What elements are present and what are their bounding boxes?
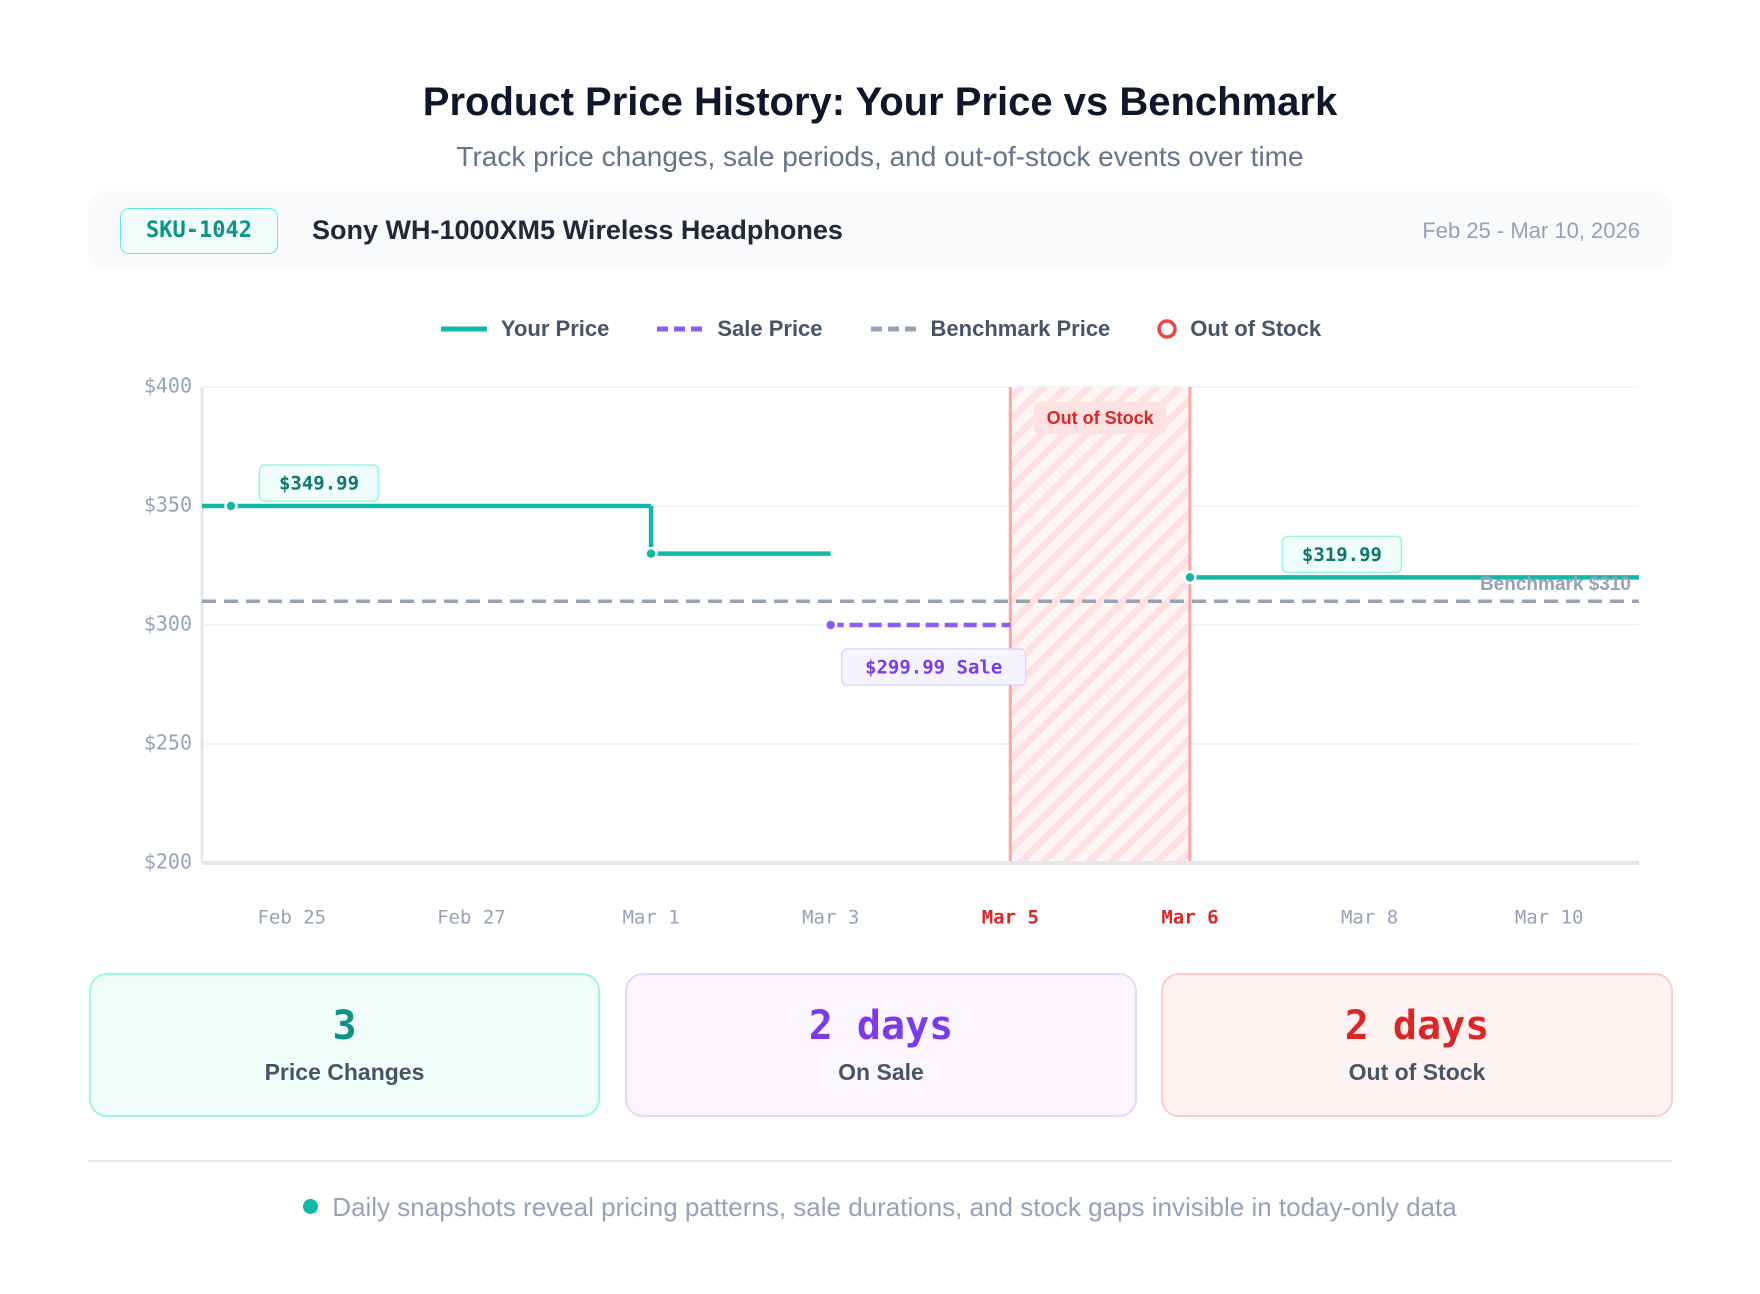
x-tick-label: Mar 5	[982, 907, 1039, 929]
out-of-stock-band	[1010, 387, 1190, 863]
annotation-pill	[1034, 402, 1167, 434]
legend-label: Benchmark Price	[930, 316, 1111, 341]
point-marker	[224, 499, 238, 513]
footer-dot	[303, 1199, 319, 1214]
point-marker	[644, 546, 658, 561]
x-tick-label: Mar 10	[1515, 907, 1584, 929]
stat-card: 2 days On Sale	[625, 973, 1137, 1117]
value-label-box	[840, 648, 1027, 686]
stat-value: 2 days	[1344, 1003, 1490, 1049]
stat-label: On Sale	[838, 1059, 924, 1085]
stat-label: Out of Stock	[1348, 1059, 1486, 1085]
x-tick-label: Mar 3	[802, 907, 859, 929]
x-tick-label: Feb 25	[257, 907, 326, 929]
value-label-box	[1281, 535, 1403, 574]
x-tick-label: Mar 6	[1161, 907, 1218, 929]
legend-swatch	[657, 326, 704, 332]
chart: $200 $250 $300 $350 $400 Out of Stock Feb 25 Fe…	[144, 374, 1639, 929]
legend-swatch	[1157, 319, 1178, 339]
footer: Daily snapshots reveal pricing patterns,…	[0, 1192, 1760, 1223]
divider	[88, 1160, 1672, 1162]
legend-item: Out of Stock	[1156, 316, 1321, 342]
point-marker	[1183, 570, 1197, 585]
legend-item: Your Price	[439, 316, 609, 342]
legend-label: Your Price	[500, 316, 610, 341]
stat-label: Price Changes	[264, 1059, 425, 1085]
product-bar	[88, 191, 1672, 269]
x-tick-label: Mar 1	[622, 907, 679, 929]
value-label: $349.99	[279, 473, 359, 495]
value-label: $319.99	[1302, 544, 1382, 566]
product-name: Sony WH-1000XM5 Wireless Headphones	[312, 215, 843, 245]
value-label: $299.99 Sale	[865, 657, 1002, 679]
y-tick-label: $350	[144, 493, 192, 517]
legend-swatch	[870, 326, 917, 332]
annotation: Out of Stock	[1047, 408, 1155, 428]
y-tick-label: $250	[144, 731, 192, 755]
benchmark-label: Benchmark $310	[1480, 574, 1631, 595]
title: Product Price History: Your Price vs Ben…	[422, 80, 1338, 124]
subtitle: Track price changes, sale periods, and o…	[456, 141, 1304, 172]
y-tick-label: $200	[144, 850, 192, 874]
y-tick-label: $400	[144, 374, 192, 398]
legend-label: Sale Price	[717, 316, 823, 341]
value-label-box	[258, 464, 380, 502]
legend-swatch	[440, 326, 487, 332]
legend-label: Out of Stock	[1190, 316, 1322, 341]
y-tick-label: $300	[144, 612, 192, 636]
legend-item: Benchmark Price	[869, 316, 1111, 342]
sku-badge: SKU-1042	[120, 208, 278, 254]
stat-card: 2 days Out of Stock	[1161, 973, 1673, 1117]
point-marker	[823, 618, 838, 632]
legend-item: Sale Price	[655, 316, 823, 342]
footer-text: Daily snapshots reveal pricing patterns,…	[332, 1192, 1457, 1222]
legend: Your Price Sale Price Benchmark Price Out o…	[0, 316, 1760, 342]
x-tick-label: Mar 8	[1341, 907, 1398, 929]
stat-value: 3	[332, 1003, 357, 1049]
stat-card: 3 Price Changes	[89, 973, 600, 1117]
stat-value: 2 days	[808, 1003, 954, 1049]
x-tick-label: Feb 27	[437, 907, 506, 929]
date-range: Feb 25 - Mar 10, 2026	[1422, 218, 1640, 243]
